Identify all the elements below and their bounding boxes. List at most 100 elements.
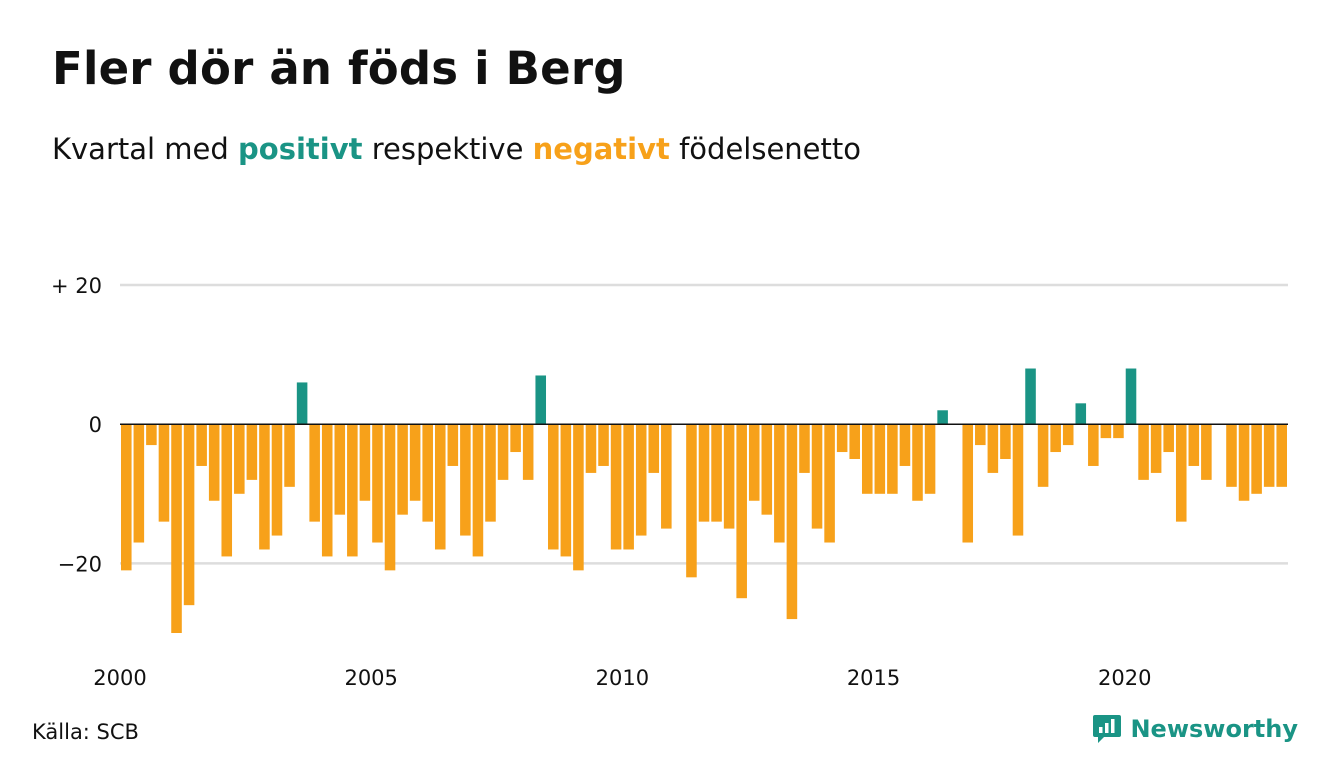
bar	[711, 424, 722, 522]
bar	[522, 424, 534, 480]
bar	[422, 424, 433, 522]
y-tick-label: + 20	[51, 274, 102, 298]
subtitle-prefix: Kvartal med	[52, 132, 239, 166]
bar	[321, 424, 333, 557]
bar	[1276, 424, 1287, 487]
bar	[296, 382, 308, 425]
bar	[183, 424, 195, 606]
bar	[133, 424, 145, 543]
y-tick-label: 0	[89, 413, 102, 437]
bar	[836, 424, 848, 453]
bar	[598, 424, 609, 466]
bar	[347, 424, 358, 557]
bar	[887, 424, 898, 494]
bar	[284, 424, 295, 487]
bar	[196, 424, 207, 466]
bar	[259, 424, 270, 550]
bar	[434, 424, 446, 550]
bar	[560, 424, 572, 557]
bar	[548, 424, 559, 550]
bar	[171, 424, 182, 633]
source-note: Källa: SCB	[32, 720, 139, 744]
bar	[786, 424, 798, 620]
chart-title: Fler dör än föds i Berg	[52, 42, 626, 95]
bar	[384, 424, 396, 571]
bar	[472, 424, 484, 557]
bar	[121, 424, 132, 571]
subtitle-positive-word: positivt	[238, 132, 363, 166]
bar	[686, 424, 697, 578]
bar	[1088, 424, 1099, 466]
bar	[485, 424, 496, 522]
bar	[1150, 424, 1162, 473]
bar	[610, 424, 622, 550]
bar	[208, 424, 220, 501]
bar	[1000, 424, 1011, 459]
bar	[899, 424, 911, 466]
bar	[535, 375, 547, 425]
bar	[987, 424, 999, 473]
bar	[1012, 424, 1024, 536]
bar	[1226, 424, 1237, 487]
bar	[1075, 403, 1087, 425]
bar	[1251, 424, 1262, 494]
bar	[723, 424, 735, 529]
bar	[1113, 424, 1124, 439]
bar	[221, 424, 233, 557]
x-tick-label: 2010	[596, 666, 649, 690]
bar	[1175, 424, 1187, 522]
bar	[1188, 424, 1200, 466]
bar	[1163, 424, 1174, 453]
y-axis-ticks: + 20 0 −20	[51, 274, 102, 576]
bar	[1025, 368, 1036, 425]
bar	[146, 424, 157, 446]
bar	[799, 424, 810, 473]
bar	[849, 424, 860, 459]
subtitle-middle: respektive	[362, 132, 533, 166]
bar	[1238, 424, 1250, 501]
bar	[1263, 424, 1275, 487]
bars	[121, 368, 1287, 633]
bar	[861, 424, 873, 494]
bar	[824, 424, 835, 543]
bar-chart: + 20 0 −20 2000 2005 2010 2015 2020	[51, 274, 1288, 690]
chart-subtitle: Kvartal med positivt respektive negativt…	[52, 132, 861, 166]
bar	[1062, 424, 1074, 446]
bar	[334, 424, 346, 515]
bar	[1037, 424, 1049, 487]
bar	[1050, 424, 1061, 453]
newsworthy-logo-icon	[1093, 715, 1122, 743]
bar	[912, 424, 923, 501]
bar	[623, 424, 634, 550]
bar	[761, 424, 773, 515]
bar	[1100, 424, 1112, 439]
bar	[648, 424, 660, 473]
subtitle-negative-word: negativt	[532, 132, 670, 166]
subtitle-suffix: födelsenetto	[669, 132, 861, 166]
bar	[271, 424, 283, 536]
bar	[736, 424, 747, 599]
bar	[748, 424, 760, 501]
x-tick-label: 2005	[344, 666, 397, 690]
bar	[397, 424, 408, 515]
x-tick-label: 2020	[1098, 666, 1151, 690]
bar	[246, 424, 258, 480]
gridlines	[120, 283, 1288, 565]
bar	[874, 424, 886, 494]
bar	[460, 424, 471, 536]
bar	[309, 424, 320, 522]
bar	[1138, 424, 1149, 480]
y-tick-label: −20	[58, 552, 102, 576]
brand-name: Newsworthy	[1130, 715, 1298, 743]
bar	[497, 424, 509, 480]
x-tick-label: 2000	[93, 666, 146, 690]
bar	[924, 424, 936, 494]
bar	[661, 424, 672, 529]
bar	[573, 424, 584, 571]
bar	[234, 424, 245, 494]
bar	[447, 424, 459, 466]
bar	[774, 424, 785, 543]
bar	[372, 424, 383, 543]
bar	[510, 424, 521, 453]
brand-logo[interactable]: Newsworthy	[1092, 713, 1298, 745]
